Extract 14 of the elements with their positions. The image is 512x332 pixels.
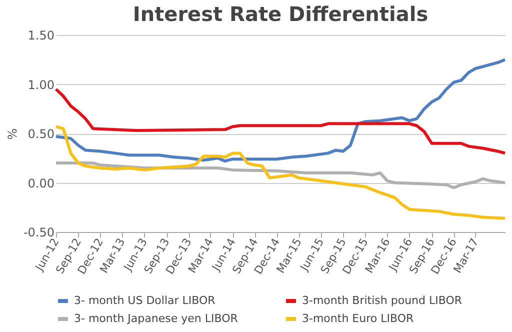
y-tick-label: 1.00 — [28, 78, 54, 92]
line-series — [54, 88, 506, 155]
legend-label: 3- month Japanese yen LIBOR — [74, 312, 238, 325]
legend-label: 3-month Euro LIBOR — [302, 312, 414, 325]
y-tick-label: 0.00 — [28, 176, 54, 190]
line-series — [54, 125, 506, 220]
chart-title: Interest Rate Differentials — [132, 2, 428, 26]
line-series — [54, 58, 506, 163]
y-axis-title: % — [5, 128, 20, 140]
legend-label: 3-month British pound LIBOR — [302, 294, 462, 307]
y-tick-label: 1.50 — [28, 28, 54, 42]
y-tick-label: -0.50 — [23, 226, 54, 240]
legend-label: 3- month US Dollar LIBOR — [74, 294, 216, 307]
y-tick-label: 0.50 — [28, 127, 54, 141]
